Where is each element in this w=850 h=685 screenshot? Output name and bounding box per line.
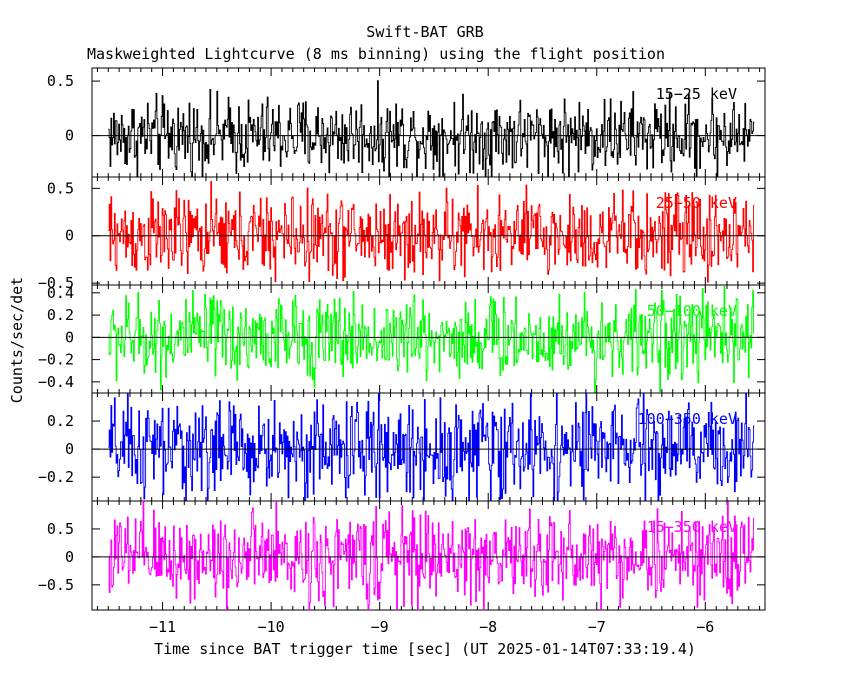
lightcurve-series	[108, 181, 755, 283]
x-tick-label: −8	[479, 618, 497, 636]
band-label: 15−25 keV	[656, 85, 737, 103]
x-axis-label: Time since BAT trigger time [sec] (UT 20…	[154, 640, 696, 658]
x-tick-label: −6	[696, 618, 714, 636]
y-axis-label: Counts/sec/det	[8, 277, 26, 403]
band-label: 15−350 keV	[647, 518, 737, 536]
y-tick-label: −0.5	[38, 576, 74, 594]
y-tick-label: −0.2	[38, 468, 74, 486]
lightcurve-series	[108, 80, 755, 177]
chart-title: Swift-BAT GRB	[366, 23, 483, 41]
y-tick-label: 0.5	[47, 179, 74, 197]
lightcurve-series	[108, 285, 755, 393]
panel-4: −0.5 0 0.5 15−350 keV	[38, 500, 766, 611]
panels-group: 00.515−25 keV−0.500.525−50 keV−0.4−0.200…	[38, 67, 766, 636]
y-tick-label: 0.5	[47, 520, 74, 538]
chart-subtitle: Maskweighted Lightcurve (8 ms binning) u…	[87, 45, 665, 63]
x-tick-label: −9	[371, 618, 389, 636]
band-label: 100−350 keV	[638, 410, 737, 428]
y-tick-label: −0.4	[38, 373, 74, 391]
y-tick-label: −0.5	[38, 274, 74, 292]
x-tick-label: −7	[588, 618, 606, 636]
y-tick-label: 0.4	[47, 284, 74, 302]
y-tick-label: −0.2	[38, 351, 74, 369]
y-tick-label: 0.2	[47, 412, 74, 430]
y-tick-label: 0	[65, 440, 74, 458]
panel-1: −0.5 0 0.5 25−50 keV	[38, 176, 766, 292]
lightcurve-series	[108, 501, 755, 610]
y-tick-label: 0	[65, 227, 74, 245]
panel-2: −0.4 −0.2 0 0.2 0.4 50−100 keV	[38, 284, 766, 394]
panel-0: 0 0.5 15−25 keV	[47, 67, 766, 178]
y-tick-label: 0	[65, 328, 74, 346]
lightcurve-series	[108, 393, 755, 501]
band-label: 25−50 keV	[656, 194, 737, 212]
panel-frame	[91, 500, 766, 611]
panel-3: −0.2 0 0.2 100−350 keV	[38, 392, 766, 502]
y-tick-label: 0.2	[47, 306, 74, 324]
y-tick-label: 0	[65, 127, 74, 145]
y-tick-label: 0.5	[47, 72, 74, 90]
x-tick-label: −10	[258, 618, 285, 636]
y-tick-label: 0	[65, 548, 74, 566]
band-label: 50−100 keV	[647, 302, 737, 320]
x-tick-label: −11	[149, 618, 176, 636]
